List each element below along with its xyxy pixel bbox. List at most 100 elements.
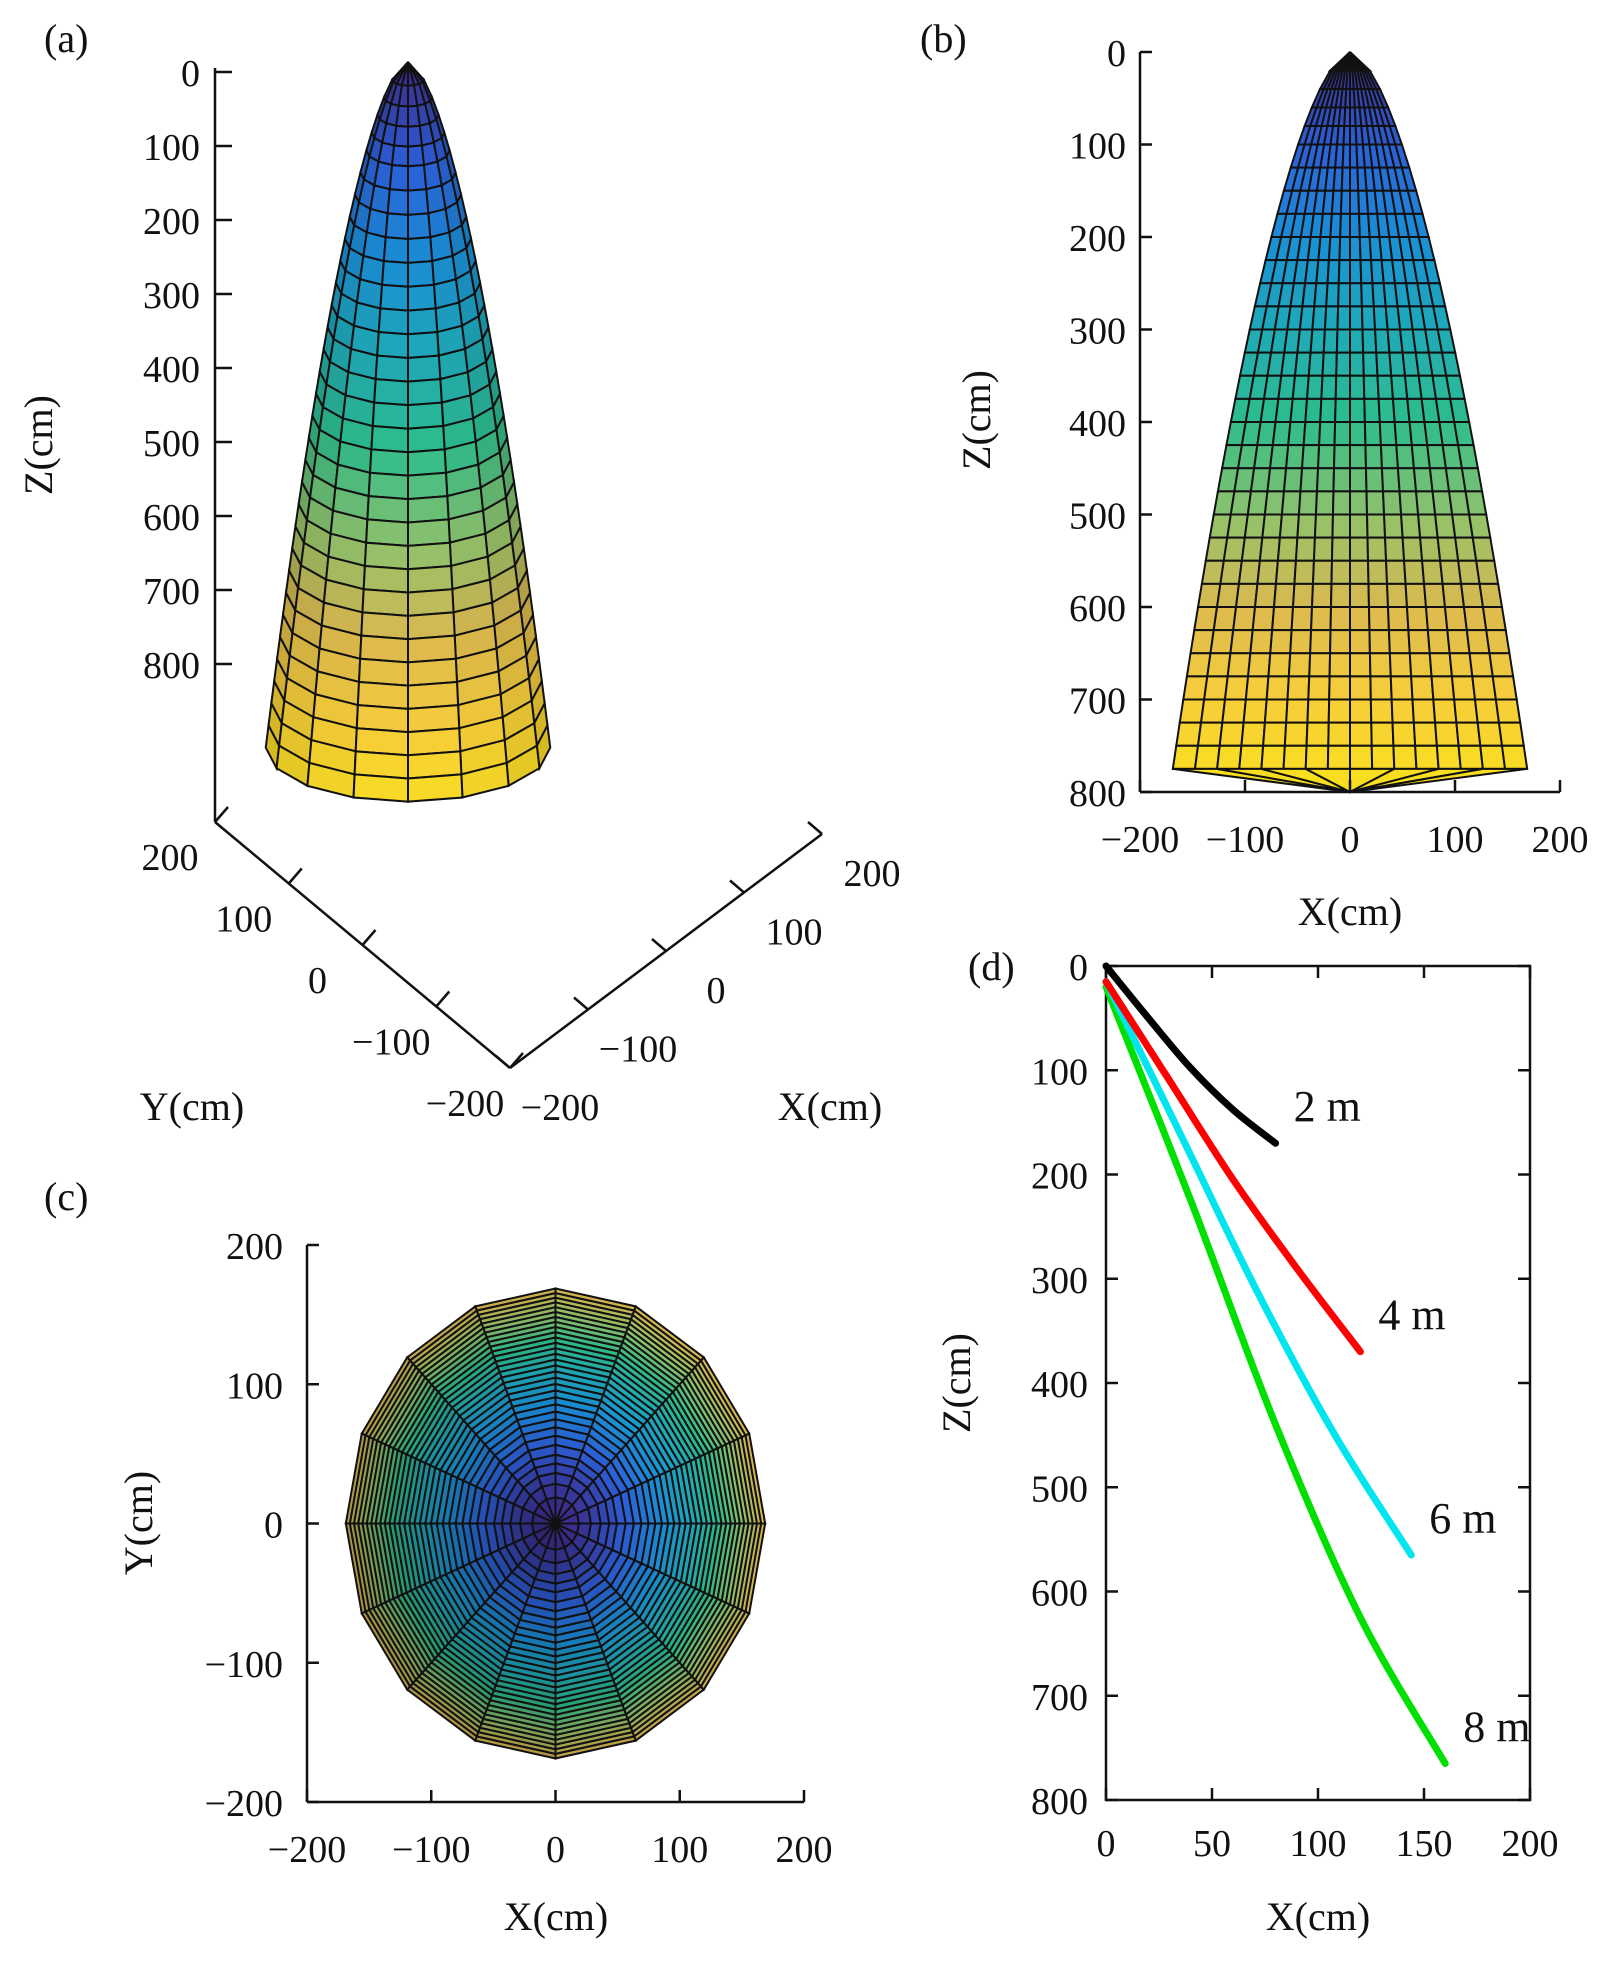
panel-b-mesh-face <box>1379 444 1400 470</box>
panel-b-mesh-face <box>1206 652 1232 678</box>
panel-b-mesh-face <box>1432 698 1458 724</box>
panel-b-mesh-face <box>1322 328 1339 354</box>
panel-b-mesh-face <box>1349 652 1372 678</box>
panel-b-mesh-face <box>1440 351 1462 377</box>
panel-b-surface <box>1171 51 1529 794</box>
panel-a-y-tick-label: 0 <box>308 960 327 1002</box>
panel-b-mesh-face <box>1414 744 1440 770</box>
panel-c-mesh-face <box>555 1522 581 1535</box>
panel-b-mesh-face <box>1284 444 1305 470</box>
panel-a-mesh-face <box>370 424 409 454</box>
panel-b-mesh-face <box>1313 513 1334 539</box>
panel-b-mesh-face <box>1476 721 1504 747</box>
panel-b-mesh-face <box>1296 513 1317 539</box>
panel-c-x-tick-label: 200 <box>776 1829 833 1871</box>
panel-b-mesh-face <box>1304 744 1330 770</box>
panel-b-mesh-face <box>1457 744 1485 770</box>
panel-a-mesh-face <box>371 401 409 430</box>
panel-b-mesh-face <box>1218 721 1245 747</box>
panel-a-mesh-face <box>407 307 439 336</box>
panel-b-mesh-face <box>1263 698 1289 724</box>
panel-b-mesh-face <box>1335 351 1351 377</box>
panel-b-mesh-face <box>1175 721 1203 747</box>
panel-c-y-tick-label: −200 <box>205 1783 283 1825</box>
panel-d-y-tick-label: 400 <box>1031 1364 1088 1406</box>
panel-b-mesh-face <box>1407 629 1431 655</box>
panel-b-mesh-face <box>1310 582 1333 608</box>
panel-a-mesh-face <box>365 518 409 547</box>
panel-b-mesh-face <box>1448 652 1474 678</box>
panel-b-mesh-face <box>1349 305 1364 331</box>
panel-b-mesh-face <box>1323 305 1340 331</box>
panel-b-mesh-face <box>1404 582 1428 608</box>
panel-b-mesh-face <box>1267 652 1292 678</box>
panel-b-mesh-face <box>1262 721 1288 747</box>
panel-b-mesh-face <box>1471 536 1496 562</box>
panel-b-mesh-face <box>1326 259 1341 285</box>
panel-b-mesh-face <box>1253 582 1278 608</box>
panel-b-mesh-face <box>1286 675 1311 701</box>
panel-b-y-tick-label: 200 <box>1069 218 1126 260</box>
panel-c-y-ticks: 200 100 0 −100 −200 <box>205 1226 319 1825</box>
panel-b-mesh-face <box>1325 282 1340 308</box>
panel-a-mesh-face <box>407 104 421 128</box>
panel-b-mesh-face <box>1193 744 1221 770</box>
panel-a-z-tick-label: 800 <box>143 645 200 687</box>
panel-b-mesh-face <box>1408 652 1433 678</box>
panel-a-mesh-face <box>407 260 435 288</box>
panel-b-mesh-face <box>1388 652 1413 678</box>
panel-b-mesh-face <box>1385 559 1407 585</box>
panel-b-mesh-face <box>1349 444 1368 470</box>
panel-b-y-ticks: 0 100 200 300 400 500 600 700 800 <box>1069 33 1152 815</box>
panel-d-x-tick-label: 50 <box>1193 1823 1231 1865</box>
panel-b-mesh-face <box>1331 490 1351 516</box>
panel-b-mesh-face <box>1260 744 1286 770</box>
panel-a-mesh-face <box>407 471 449 501</box>
panel-c-y-tick-label: 200 <box>226 1226 283 1268</box>
panel-b-mesh-face <box>1386 606 1410 632</box>
panel-d: (d) 0 100 200 300 400 500 600 700 800 0 50 100 150 2… <box>934 944 1559 1939</box>
panel-b-mesh-face <box>1500 744 1529 770</box>
panel-b-mesh-face <box>1240 721 1266 747</box>
panel-a-label: (a) <box>44 16 88 61</box>
panel-b-mesh-face <box>1302 421 1322 447</box>
panel-b-mesh-face <box>1478 582 1504 608</box>
panel-b-mesh-face <box>1326 744 1351 770</box>
panel-b-mesh-face <box>1349 606 1371 632</box>
panel-a-mesh-face <box>407 283 437 312</box>
panel-b-mesh-face <box>1361 328 1378 354</box>
panel-b-mesh-face <box>1339 212 1351 238</box>
panel-a-x-tick-mark <box>651 938 667 952</box>
panel-b-mesh-face <box>1336 305 1351 331</box>
panel-b-mesh-face <box>1263 490 1286 516</box>
panel-b-mesh-face <box>1307 351 1325 377</box>
panel-a-mesh-face <box>407 495 450 524</box>
panel-a-mesh-face <box>361 588 409 617</box>
panel-a-z-tick-label: 700 <box>143 571 200 613</box>
panel-b-mesh-face <box>1488 652 1515 678</box>
panel-b-mesh-face <box>1412 721 1438 747</box>
panel-b-mesh-face <box>1398 490 1420 516</box>
panel-b-mesh-face <box>1320 374 1338 400</box>
panel-c: (c) 200 100 0 −100 −200 −200 −100 0 100 200 Y(cm… <box>44 1174 833 1939</box>
panel-b-mesh-face <box>1349 328 1365 354</box>
panel-b-mesh-face <box>1196 721 1224 747</box>
panel-b-x-tick-label: 0 <box>1341 819 1360 861</box>
panel-a-mesh-face <box>367 471 409 501</box>
panel-b-mesh-face <box>1349 629 1371 655</box>
panel-b-mesh-face <box>1497 721 1525 747</box>
panel-a-mesh-face <box>407 124 424 148</box>
panel-d-y-tick-label: 100 <box>1031 1051 1088 1093</box>
panel-b-mesh-face <box>1299 467 1320 493</box>
panel-c-y-tick-label: 100 <box>226 1365 283 1407</box>
panel-b-mesh-face <box>1460 467 1484 493</box>
panel-b-mesh-face <box>1385 582 1409 608</box>
panel-a-mesh-face <box>384 212 409 241</box>
panel-b-mesh-face <box>1367 582 1390 608</box>
panel-b-mesh-face <box>1338 236 1351 262</box>
panel-b-mesh-face <box>1383 513 1404 539</box>
panel-b-mesh-face <box>1293 559 1315 585</box>
panel-b-mesh-face <box>1464 490 1488 516</box>
panel-a-mesh-face <box>362 564 409 594</box>
panel-a-mesh-face <box>374 354 409 383</box>
